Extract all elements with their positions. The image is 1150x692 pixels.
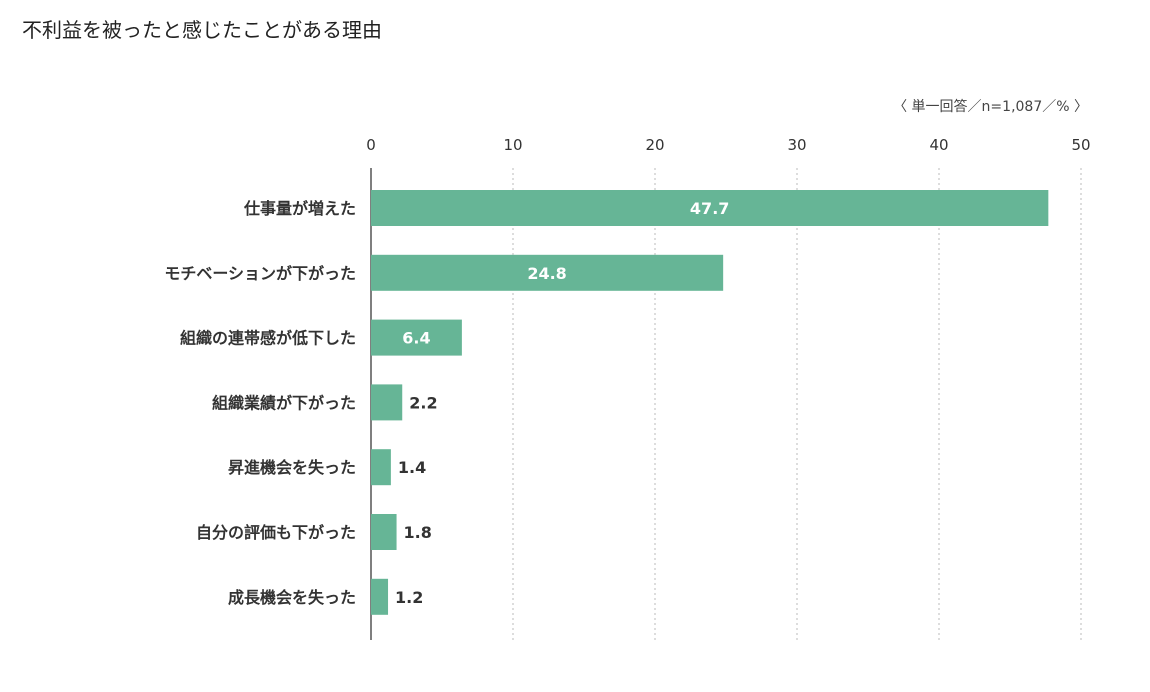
bar [371, 190, 1049, 226]
x-tick-label: 30 [787, 136, 806, 154]
bar-value-label: 1.8 [404, 523, 432, 542]
category-label: 組織業績が下がった [212, 393, 356, 412]
x-tick-label: 40 [929, 136, 948, 154]
bar [371, 514, 397, 550]
x-tick-label: 10 [503, 136, 522, 154]
bar-value-label: 2.2 [409, 393, 437, 412]
x-tick-label: 50 [1071, 136, 1090, 154]
chart-title: 不利益を被ったと感じたことがある理由 [22, 18, 382, 42]
bar-value-label: 1.2 [395, 588, 423, 607]
bar [371, 384, 403, 421]
bar-value-label: 47.7 [690, 199, 729, 218]
bar-value-label: 24.8 [527, 264, 566, 283]
chart-note: 〈 単一回答／n=1,087／% 〉 [893, 99, 1088, 115]
bar [371, 578, 389, 615]
bar [371, 254, 724, 291]
bar-value-label: 1.4 [398, 458, 426, 477]
bar [371, 449, 391, 486]
category-label: モチベーションが下がった [164, 264, 356, 283]
category-label: 仕事量が増えた [243, 199, 356, 218]
category-label: 組織の連帯感が低下した [180, 329, 356, 348]
category-label: 昇進機会を失った [228, 458, 356, 477]
x-tick-label: 0 [366, 136, 376, 154]
bar-value-label: 6.4 [402, 329, 430, 348]
category-label: 自分の評価も下がった [196, 523, 356, 542]
bar [371, 319, 462, 356]
x-tick-label: 20 [645, 136, 664, 154]
category-label: 成長機会を失った [228, 588, 356, 607]
